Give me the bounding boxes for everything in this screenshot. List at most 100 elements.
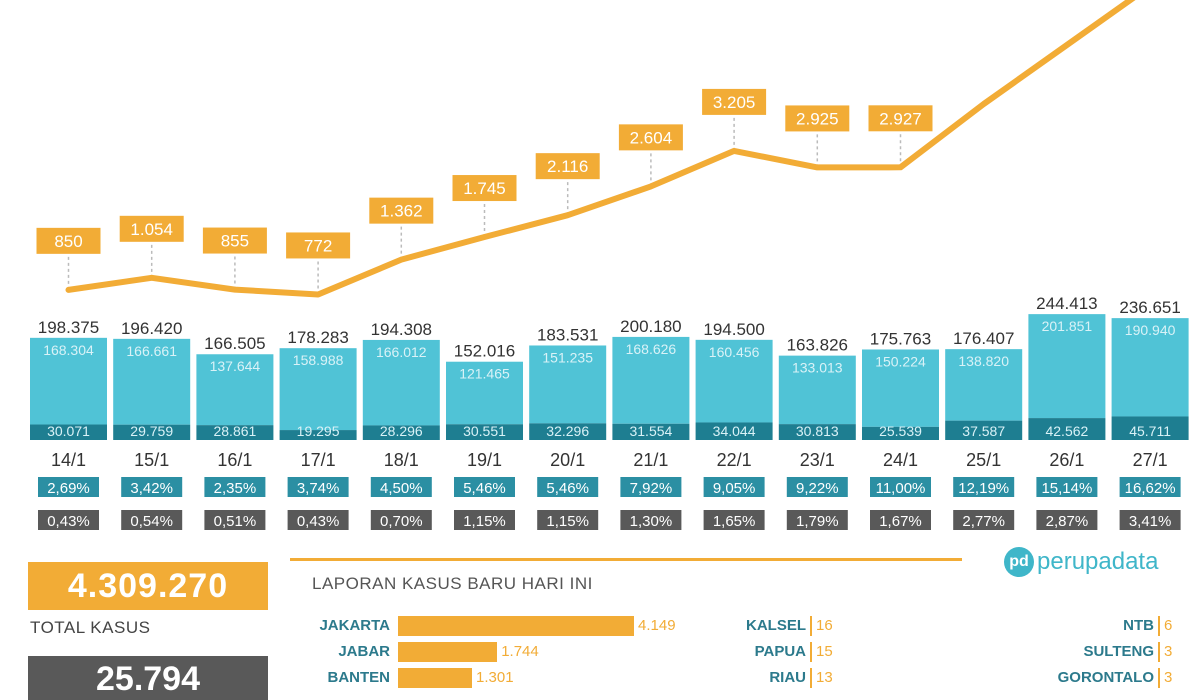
line-value-label: 2.927 bbox=[879, 109, 922, 128]
teal-pct-badge bbox=[454, 477, 515, 497]
bar-dark-segment bbox=[446, 424, 523, 440]
bar-dark-label: 42.562 bbox=[1045, 423, 1088, 439]
grey-pct-badge bbox=[703, 510, 765, 530]
line-value-box bbox=[286, 232, 351, 259]
province-separator bbox=[810, 668, 812, 688]
teal-pct-label: 3,42% bbox=[130, 480, 173, 497]
bar-light-label: 133.013 bbox=[792, 360, 843, 376]
bar-light-segment bbox=[945, 349, 1023, 421]
grey-pct-badge bbox=[1036, 510, 1098, 530]
grey-pct-label: 1,30% bbox=[630, 513, 673, 530]
line-value-box bbox=[868, 105, 933, 132]
bar-light-segment bbox=[612, 336, 690, 424]
bar-total-label: 183.531 bbox=[537, 325, 598, 344]
grey-pct-label: 0,51% bbox=[214, 513, 257, 530]
province-count-row: NTB 6 bbox=[1060, 614, 1180, 638]
bar-light-segment bbox=[362, 339, 440, 426]
province-name: JABAR bbox=[338, 643, 390, 660]
province-bar-list: JAKARTA 4.149 JABAR 1.744 BANTEN 1.301 bbox=[290, 614, 750, 692]
grey-pct-label: 0,43% bbox=[47, 513, 90, 530]
bar-dark-label: 25.539 bbox=[879, 423, 922, 439]
bar-light-label: 168.626 bbox=[626, 341, 677, 357]
teal-pct-badge bbox=[870, 477, 931, 497]
secondary-total-value: 25.794 bbox=[96, 660, 200, 698]
province-separator bbox=[810, 642, 812, 662]
category-label: 20/1 bbox=[550, 450, 585, 470]
province-value: 1.744 bbox=[501, 643, 539, 660]
province-name: NTB bbox=[1123, 617, 1154, 634]
teal-pct-badge bbox=[703, 477, 765, 497]
daily-cases-chart: 198.375 168.304 30.071 14/1 2,69% 0,43% 196.42… bbox=[30, 0, 1189, 530]
teal-pct-badge bbox=[620, 477, 682, 497]
bar-total-label: 194.308 bbox=[371, 320, 432, 339]
teal-pct-label: 9,05% bbox=[713, 480, 756, 497]
teal-pct-badge bbox=[204, 477, 266, 497]
bar-total-label: 236.651 bbox=[1119, 298, 1180, 317]
bar-light-segment bbox=[529, 345, 607, 424]
line-value-label: 850 bbox=[54, 232, 82, 251]
brand-name: perupadata bbox=[1037, 548, 1159, 575]
grey-pct-badge bbox=[454, 510, 515, 530]
province-value: 3 bbox=[1164, 643, 1173, 660]
bar-dark-segment bbox=[113, 424, 191, 440]
line-value-box bbox=[369, 197, 434, 224]
bar-light-label: 150.224 bbox=[875, 353, 926, 369]
category-label: 19/1 bbox=[467, 450, 502, 470]
bar-total-label: 178.283 bbox=[287, 328, 348, 347]
bar-light-segment bbox=[279, 348, 357, 431]
bar-light-label: 201.851 bbox=[1042, 318, 1093, 334]
bar-light-label: 166.661 bbox=[126, 343, 177, 359]
bar-light-segment bbox=[1028, 314, 1106, 419]
bar-dark-segment bbox=[196, 425, 274, 440]
province-value: 6 bbox=[1164, 617, 1173, 634]
bar-total-label: 152.016 bbox=[454, 342, 515, 361]
teal-pct-label: 3,74% bbox=[297, 480, 340, 497]
line-value-box bbox=[618, 124, 683, 151]
grey-pct-badge bbox=[370, 510, 432, 530]
province-value: 15 bbox=[816, 643, 833, 660]
province-bar-row: BANTEN 1.301 bbox=[290, 666, 750, 690]
bar-dark-label: 32.296 bbox=[546, 423, 589, 439]
category-label: 14/1 bbox=[51, 450, 86, 470]
bar-total-label: 166.505 bbox=[204, 334, 265, 353]
teal-pct-label: 12,19% bbox=[958, 480, 1009, 497]
bar-total-label: 244.413 bbox=[1036, 294, 1097, 313]
bar-dark-label: 37.587 bbox=[962, 423, 1005, 439]
bar-total-label: 163.826 bbox=[787, 336, 848, 355]
category-label: 27/1 bbox=[1133, 450, 1168, 470]
teal-pct-badge bbox=[953, 477, 1015, 497]
bar-dark-label: 28.861 bbox=[213, 423, 256, 439]
line-value-box bbox=[702, 88, 767, 115]
teal-pct-label: 2,69% bbox=[47, 480, 90, 497]
bar-light-label: 121.465 bbox=[459, 366, 510, 382]
line-value-label: 2.925 bbox=[796, 109, 839, 128]
province-name: KALSEL bbox=[746, 617, 806, 634]
province-bar bbox=[398, 642, 498, 662]
bar-light-label: 158.988 bbox=[293, 352, 344, 368]
province-count-row: SULTENG 3 bbox=[1060, 640, 1180, 664]
total-cases-label: TOTAL KASUS bbox=[30, 618, 151, 637]
category-label: 24/1 bbox=[883, 450, 918, 470]
bar-total-label: 176.407 bbox=[953, 329, 1014, 348]
grey-pct-label: 1,79% bbox=[796, 513, 839, 530]
teal-pct-label: 16,62% bbox=[1125, 480, 1176, 497]
grey-pct-badge bbox=[121, 510, 183, 530]
new-cases-line bbox=[65, 0, 1136, 298]
line-value-box bbox=[535, 153, 600, 180]
grey-pct-badge bbox=[953, 510, 1015, 530]
province-name: RIAU bbox=[769, 669, 806, 686]
province-count-row: KALSEL 16 bbox=[712, 614, 833, 638]
line-value-label: 1.745 bbox=[463, 179, 506, 198]
province-value: 16 bbox=[816, 617, 833, 634]
grey-pct-label: 1,15% bbox=[546, 513, 589, 530]
bar-dark-segment bbox=[1028, 418, 1106, 440]
bar-dark-segment bbox=[862, 426, 939, 440]
teal-pct-label: 4,50% bbox=[380, 480, 423, 497]
teal-pct-badge bbox=[38, 477, 99, 497]
bar-dark-label: 30.071 bbox=[47, 423, 90, 439]
line-value-box bbox=[119, 215, 184, 242]
province-value: 1.301 bbox=[476, 669, 514, 686]
bar-total-label: 196.420 bbox=[121, 319, 182, 338]
line-value-label: 772 bbox=[304, 236, 332, 255]
bar-dark-label: 34.044 bbox=[713, 423, 756, 439]
